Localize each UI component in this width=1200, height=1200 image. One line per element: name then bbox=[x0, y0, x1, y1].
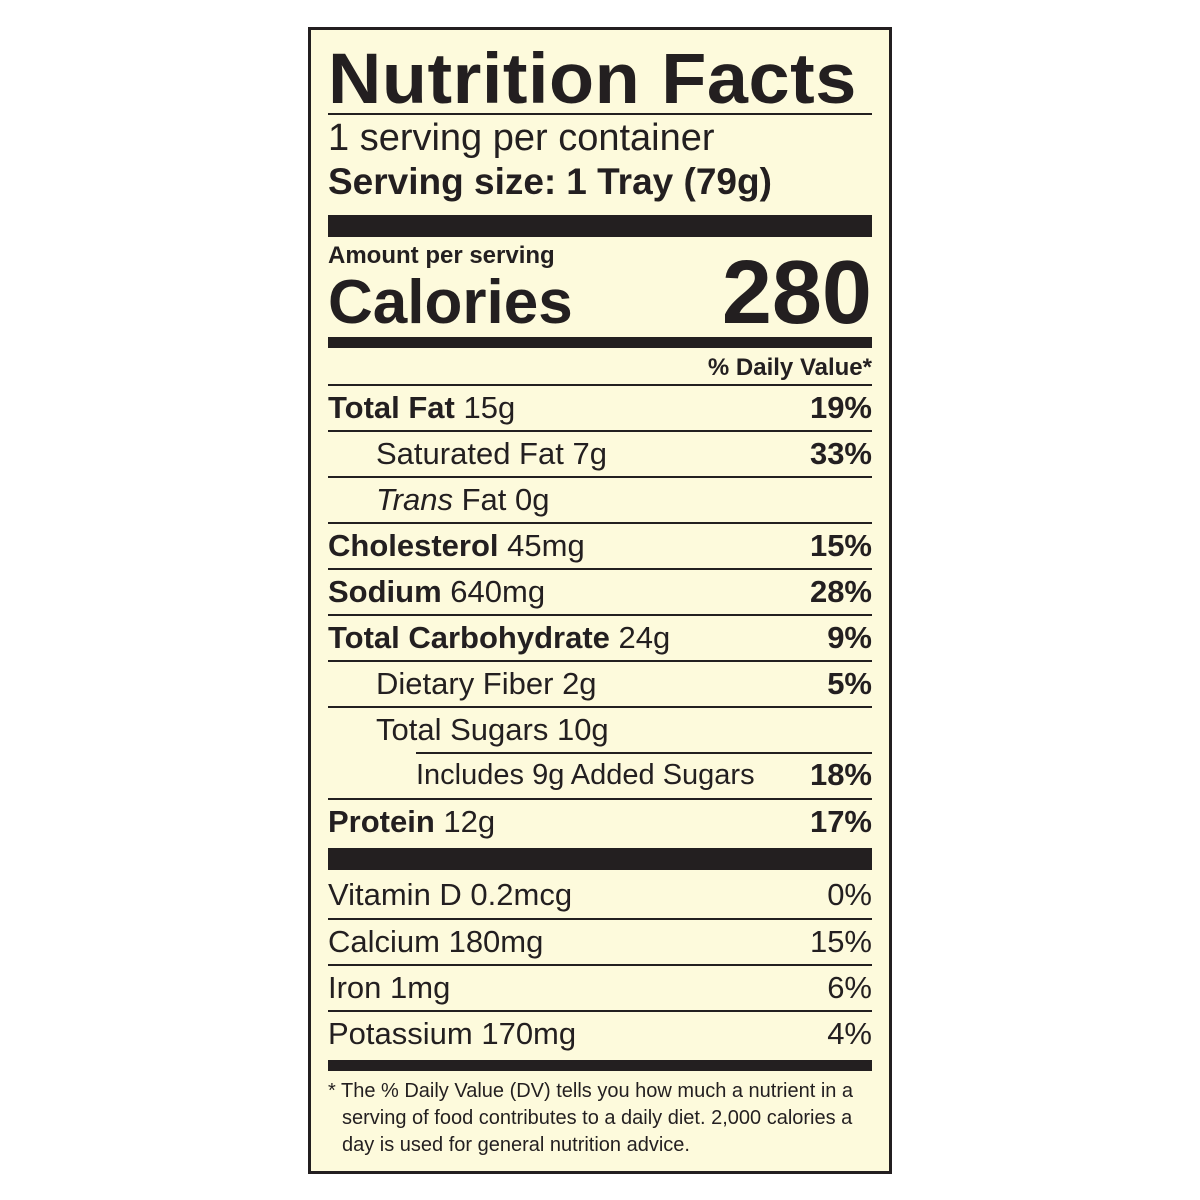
nutrient-row-protein: Protein 12g 17% bbox=[328, 798, 872, 844]
nutrient-amount: 12g bbox=[443, 804, 496, 839]
nutrient-row-trans-fat: Trans Fat 0g bbox=[328, 476, 872, 522]
vitamin-row-calcium: Calcium 180mg 15% bbox=[328, 918, 872, 964]
nutrient-name: Cholesterol bbox=[328, 528, 499, 563]
nutrient-dv: 15% bbox=[809, 528, 872, 563]
vitamin-dv: 4% bbox=[827, 1016, 872, 1051]
footnote-text: * The % Daily Value (DV) tells you how m… bbox=[328, 1080, 854, 1156]
nutrient-name: Total Fat bbox=[328, 390, 455, 425]
medium-divider bbox=[328, 1060, 872, 1071]
nutrient-dv: 17% bbox=[809, 804, 872, 839]
vitamin-dv: 15% bbox=[809, 924, 872, 959]
nutrient-amount: 7g bbox=[572, 436, 607, 471]
nutrient-row-saturated-fat: Saturated Fat 7g 33% bbox=[328, 430, 872, 476]
serving-size-value: 1 Tray (79g) bbox=[566, 161, 772, 202]
servings-per-container: 1 serving per container bbox=[328, 117, 715, 159]
nutrient-amount: 24g bbox=[618, 620, 671, 655]
nutrient-row-total-fat: Total Fat 15g 19% bbox=[328, 384, 872, 430]
nutrient-dv: 5% bbox=[827, 666, 872, 701]
nutrient-dv: 19% bbox=[809, 390, 872, 425]
vitamin-row-iron: Iron 1mg 6% bbox=[328, 964, 872, 1010]
nutrient-name: Total Carbohydrate bbox=[328, 620, 610, 655]
nutrient-amount: 2g bbox=[562, 666, 597, 701]
nutrient-row-dietary-fiber: Dietary Fiber 2g 5% bbox=[328, 660, 872, 706]
nutrient-row-total-sugars: Total Sugars 10g bbox=[328, 706, 872, 752]
nutrient-amount: 45mg bbox=[507, 528, 585, 563]
calories-label: Calories bbox=[328, 268, 573, 337]
nutrient-row-added-sugars: Includes 9g Added Sugars 18% bbox=[328, 752, 872, 798]
nutrient-amount: 15g bbox=[463, 390, 516, 425]
divider bbox=[328, 113, 872, 115]
nutrient-amount: 0g bbox=[515, 482, 550, 517]
thick-divider bbox=[328, 848, 872, 870]
vitamin-name: Potassium 170mg bbox=[328, 1016, 577, 1051]
nutrient-amount: 640mg bbox=[450, 574, 546, 609]
daily-value-header: % Daily Value* bbox=[707, 354, 872, 381]
nutrient-name: Trans bbox=[376, 482, 453, 517]
serving-size: Serving size: 1 Tray (79g) bbox=[328, 160, 872, 204]
serving-size-label: Serving size: bbox=[328, 161, 557, 202]
nutrient-dv: 9% bbox=[827, 620, 872, 655]
nutrient-name: Sodium bbox=[328, 574, 442, 609]
nutrient-row-sodium: Sodium 640mg 28% bbox=[328, 568, 872, 614]
nutrient-name: Includes 9g Added Sugars bbox=[416, 758, 755, 791]
calories-value: 280 bbox=[721, 243, 872, 343]
nutrient-row-total-carbohydrate: Total Carbohydrate 24g 9% bbox=[328, 614, 872, 660]
medium-divider bbox=[328, 337, 872, 348]
nutrient-row-cholesterol: Cholesterol 45mg 15% bbox=[328, 522, 872, 568]
nutrition-facts-label: Nutrition Facts 1 serving per container … bbox=[308, 27, 892, 1174]
nutrient-name: Dietary Fiber bbox=[376, 666, 554, 701]
vitamin-row-vitamin-d: Vitamin D 0.2mcg 0% bbox=[328, 872, 872, 918]
nutrient-name: Saturated Fat bbox=[376, 436, 564, 471]
vitamin-row-potassium: Potassium 170mg 4% bbox=[328, 1010, 872, 1056]
vitamin-name: Calcium 180mg bbox=[328, 924, 544, 959]
divider bbox=[416, 752, 872, 754]
nutrient-name-rest: Fat bbox=[461, 482, 507, 517]
nutrient-dv: 28% bbox=[809, 574, 872, 609]
vitamin-dv: 0% bbox=[827, 877, 872, 912]
thick-divider bbox=[328, 215, 872, 237]
amount-per-serving: Amount per serving bbox=[328, 242, 555, 269]
calories-row: Calories 280 bbox=[328, 248, 872, 338]
nutrient-dv: 33% bbox=[809, 436, 872, 471]
footnote: * The % Daily Value (DV) tells you how m… bbox=[328, 1078, 872, 1159]
nutrient-dv: 18% bbox=[809, 757, 872, 792]
vitamin-dv: 6% bbox=[827, 970, 872, 1005]
nutrient-name: Protein bbox=[328, 804, 435, 839]
nutrient-amount: 10g bbox=[556, 712, 609, 747]
vitamin-name: Vitamin D 0.2mcg bbox=[328, 877, 573, 912]
label-title: Nutrition Facts bbox=[328, 40, 857, 119]
vitamin-name: Iron 1mg bbox=[328, 970, 451, 1005]
nutrient-name: Total Sugars bbox=[376, 712, 549, 747]
